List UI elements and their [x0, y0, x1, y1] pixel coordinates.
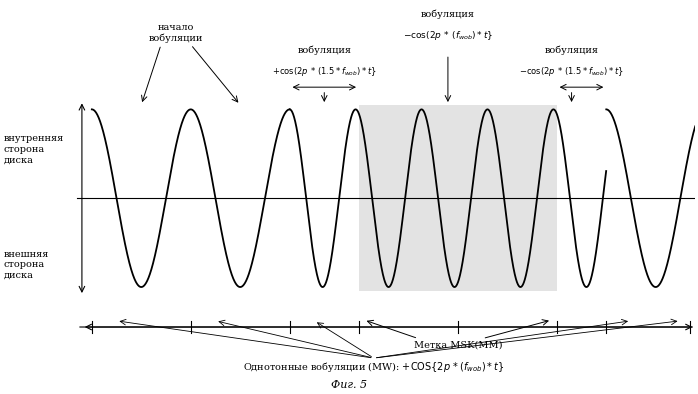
Text: $-\cos(2p\,*\,(1.5*f_{wob})*t\}$: $-\cos(2p\,*\,(1.5*f_{wob})*t\}$: [519, 65, 624, 78]
Text: вобуляция: вобуляция: [421, 10, 475, 19]
Text: начало
вобуляции: начало вобуляции: [149, 23, 203, 43]
Text: вобуляция: вобуляция: [544, 45, 599, 55]
Text: Однотонные вобуляции (MW): $+\mathrm{COS}\{2p\,*(f_{wob})*t\}$: Однотонные вобуляции (MW): $+\mathrm{COS…: [243, 360, 505, 374]
Text: Метка MSK(ММ): Метка MSK(ММ): [413, 340, 502, 349]
Text: внутренняя
сторона
диска: внутренняя сторона диска: [3, 134, 64, 164]
Text: вобуляция: вобуляция: [297, 45, 351, 55]
Bar: [359, 105, 557, 292]
Text: $-\cos(2p\,*\,(f_{wob})*t\}$: $-\cos(2p\,*\,(f_{wob})*t\}$: [403, 30, 493, 43]
Text: Фиг. 5: Фиг. 5: [331, 380, 367, 390]
Text: внешняя
сторона
диска: внешняя сторона диска: [3, 250, 49, 280]
Text: $+\cos(2p\,*\,(1.5*f_{wob})*t\}$: $+\cos(2p\,*\,(1.5*f_{wob})*t\}$: [272, 65, 377, 78]
